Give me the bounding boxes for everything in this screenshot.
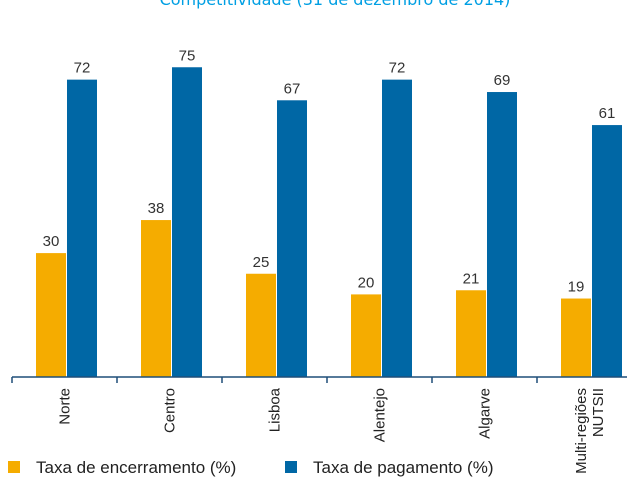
bar-encerramento-4 — [456, 290, 486, 377]
bars-group — [36, 67, 622, 377]
bar-pagamento-4 — [487, 92, 517, 377]
legend-swatch — [8, 461, 20, 473]
value-label: 19 — [568, 279, 585, 296]
value-label: 20 — [358, 274, 375, 291]
value-label: 25 — [253, 254, 270, 271]
chart-title: Competitividade (31 de dezembro de 2014) — [160, 0, 511, 9]
x-tick-labels: Norte Centro Lisboa Alentejo Algarve Multi-re… — [57, 387, 608, 474]
value-label: 67 — [284, 80, 301, 97]
legend-label: Taxa de pagamento (%) — [313, 458, 494, 477]
value-label: 21 — [463, 270, 480, 287]
value-label: 61 — [599, 105, 616, 122]
bar-encerramento-2 — [246, 273, 276, 377]
x-tick-label: Multi-regiõesNUTSII — [573, 388, 607, 474]
x-tick-label: Norte — [57, 388, 74, 425]
x-tick-label: Centro — [162, 388, 179, 433]
bar-encerramento-3 — [351, 294, 381, 377]
value-label: 72 — [389, 60, 406, 77]
value-label: 38 — [148, 200, 165, 217]
bar-pagamento-1 — [172, 67, 202, 377]
x-tick-label: Alentejo — [372, 388, 389, 442]
value-label: 75 — [179, 47, 196, 64]
bar-pagamento-0 — [67, 79, 97, 377]
value-label: 72 — [74, 60, 91, 77]
value-label: 69 — [494, 72, 511, 89]
bar-encerramento-0 — [36, 253, 66, 377]
bar-pagamento-3 — [382, 79, 412, 377]
legend-swatch — [285, 461, 297, 473]
value-labels-group: 30 72 38 75 25 67 20 72 21 69 19 61 — [43, 47, 616, 295]
x-axis — [11, 376, 627, 383]
legend: Taxa de encerramento (%) Taxa de pagament… — [8, 458, 494, 477]
bar-pagamento-2 — [277, 100, 307, 377]
x-tick-label: Algarve — [477, 388, 494, 439]
bar-encerramento-1 — [141, 220, 171, 377]
bar-pagamento-5 — [592, 125, 622, 377]
value-label: 30 — [43, 233, 60, 250]
legend-label: Taxa de encerramento (%) — [36, 458, 236, 477]
x-tick-label: Lisboa — [267, 387, 284, 432]
bar-encerramento-5 — [561, 298, 591, 377]
